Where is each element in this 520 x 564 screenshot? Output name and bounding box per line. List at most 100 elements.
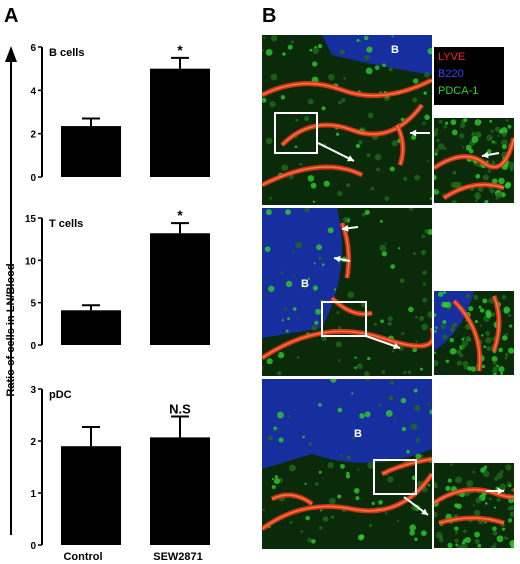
arrow-head bbox=[482, 151, 489, 159]
pdca-spot bbox=[443, 147, 447, 151]
pdca-spot bbox=[394, 417, 397, 420]
pdca-spot bbox=[389, 166, 395, 172]
pdca-spot bbox=[328, 73, 335, 81]
pdca-spot bbox=[359, 413, 365, 419]
pdca-spot bbox=[449, 463, 453, 466]
pdca-spot bbox=[434, 130, 438, 137]
pdca-spot bbox=[287, 317, 290, 321]
pdca-spot bbox=[374, 65, 380, 70]
lyve-vessel-core bbox=[443, 183, 505, 199]
bar-control bbox=[61, 126, 121, 177]
b220-region bbox=[262, 379, 432, 469]
x-label-sew2871: SEW2871 bbox=[153, 551, 203, 563]
pdca-spot bbox=[333, 288, 337, 291]
pdca-spot bbox=[323, 180, 330, 187]
pdca-spot bbox=[307, 175, 315, 182]
micrograph-bottom bbox=[262, 379, 432, 549]
pdca-spot bbox=[449, 337, 455, 343]
pdca-spot bbox=[427, 311, 432, 318]
pdca-spot bbox=[364, 35, 369, 41]
pdca-spot bbox=[412, 251, 416, 256]
pdca-spot bbox=[505, 332, 509, 336]
pdca-spot bbox=[482, 174, 489, 181]
pdca-spot bbox=[505, 537, 509, 540]
pdca-spot bbox=[456, 360, 462, 366]
pdca-spot bbox=[434, 174, 437, 181]
pdca-spot bbox=[474, 319, 479, 324]
pdca-spot bbox=[318, 526, 323, 530]
pdca-spot bbox=[474, 531, 480, 538]
pdca-spot bbox=[496, 535, 504, 543]
y-tick-label: 0 bbox=[30, 173, 36, 184]
pdca-spot bbox=[292, 307, 297, 311]
pdca-spot bbox=[493, 542, 497, 546]
pdca-spot bbox=[477, 186, 484, 192]
pdca-spot bbox=[479, 308, 485, 313]
pdca-spot bbox=[403, 176, 408, 181]
pdca-spot bbox=[427, 484, 431, 487]
pdca-spot bbox=[502, 335, 508, 341]
pdca-spot bbox=[278, 437, 284, 443]
pdca-spot bbox=[445, 359, 450, 364]
pdca-spot bbox=[364, 55, 370, 61]
pdca-spot bbox=[387, 476, 394, 483]
pdca-spot bbox=[376, 167, 381, 172]
pdca-spot bbox=[367, 112, 374, 119]
pdca-spot bbox=[302, 283, 308, 289]
pdca-spot bbox=[474, 538, 480, 545]
pdca-spot bbox=[391, 35, 394, 38]
micrograph-legend: LYVE B220 PDCA-1 bbox=[434, 47, 504, 105]
pdca-spot bbox=[461, 146, 465, 149]
pdca-spot bbox=[471, 133, 475, 137]
pdca-spot bbox=[422, 270, 427, 275]
pdca-spot bbox=[504, 182, 511, 189]
lyve-vessel-core bbox=[381, 458, 432, 475]
arrow-head bbox=[342, 224, 349, 232]
pdca-spot bbox=[263, 36, 266, 39]
pdca-spot bbox=[387, 321, 392, 326]
pdca-spot bbox=[494, 126, 501, 132]
pdca-spot bbox=[434, 359, 439, 367]
pdca-spot bbox=[449, 348, 457, 355]
pdca-spot bbox=[434, 152, 438, 156]
pdca-spot bbox=[509, 167, 514, 172]
micrograph-top-zoom bbox=[434, 118, 514, 203]
bar-sew2871 bbox=[150, 233, 210, 345]
pdca-spot bbox=[443, 301, 449, 308]
significance-label: * bbox=[177, 42, 183, 58]
micrograph-image bbox=[262, 35, 432, 205]
y-tick-label: 3 bbox=[30, 385, 36, 396]
y-axis-label: Ratio of cells in LN/Blood bbox=[5, 263, 17, 396]
arrow-head bbox=[347, 155, 354, 162]
pdca-spot bbox=[295, 241, 302, 249]
pdca-spot bbox=[321, 335, 327, 342]
pdca-spot bbox=[501, 144, 507, 150]
pdca-spot bbox=[498, 366, 505, 373]
pdca-spot bbox=[277, 411, 284, 419]
bar-control bbox=[61, 310, 121, 345]
pdca-spot bbox=[420, 530, 427, 537]
pdca-spot bbox=[299, 162, 303, 166]
pdca-spot bbox=[412, 78, 419, 84]
pdca-spot bbox=[456, 349, 462, 355]
pdca-spot bbox=[400, 397, 407, 404]
pdca-spot bbox=[482, 470, 490, 478]
pdca-spot bbox=[463, 529, 467, 534]
lyve-vessel-core bbox=[281, 104, 423, 146]
y-tick-label: 2 bbox=[30, 437, 36, 448]
zoom-box bbox=[274, 112, 318, 154]
lyve-vessel-core bbox=[434, 488, 514, 504]
pdca-spot bbox=[365, 67, 373, 75]
lyve-vessel-core bbox=[262, 166, 363, 186]
pdca-spot bbox=[346, 183, 351, 188]
pdca-spot bbox=[337, 326, 342, 330]
pdca-spot bbox=[497, 134, 500, 138]
pdca-spot bbox=[280, 95, 286, 100]
pdca-spot bbox=[508, 161, 514, 169]
pdca-spot bbox=[459, 133, 465, 139]
pdca-spot bbox=[293, 274, 296, 277]
pdca-spot bbox=[452, 170, 457, 175]
pdca-spot bbox=[309, 48, 313, 52]
zoom-box bbox=[321, 301, 367, 337]
